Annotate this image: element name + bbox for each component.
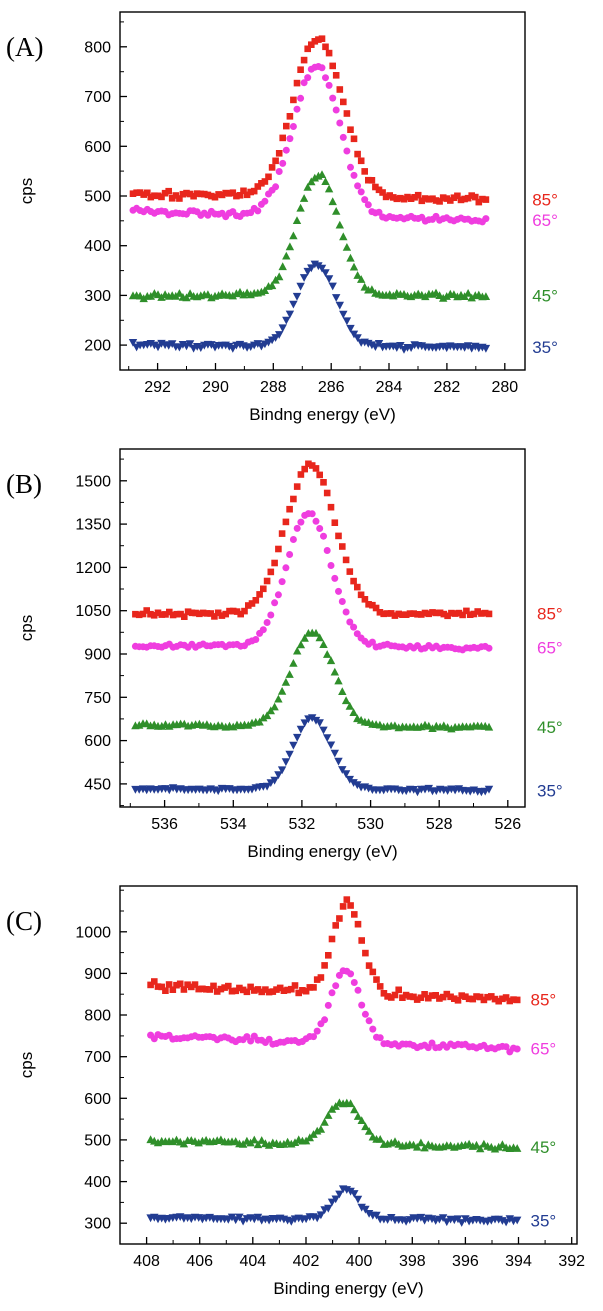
svg-text:400: 400 bbox=[84, 238, 111, 255]
svg-text:280: 280 bbox=[491, 379, 518, 396]
svg-text:65°: 65° bbox=[531, 1039, 557, 1058]
svg-text:700: 700 bbox=[84, 89, 111, 106]
svg-text:530: 530 bbox=[357, 816, 384, 833]
svg-text:600: 600 bbox=[84, 1091, 111, 1108]
svg-text:526: 526 bbox=[494, 816, 521, 833]
svg-text:450: 450 bbox=[84, 776, 111, 793]
svg-text:300: 300 bbox=[84, 1216, 111, 1233]
svg-text:528: 528 bbox=[426, 816, 453, 833]
svg-text:cps: cps bbox=[17, 615, 36, 641]
svg-text:Bindng energy (eV): Bindng energy (eV) bbox=[249, 405, 395, 424]
chart-panel-b: 536 534 532 530 528 526 450 600 750 900 1050 1200 13… bbox=[17, 448, 563, 861]
panel-a: (A) 292 290 288 286 284 282 280 200 300 400 500 600… bbox=[0, 0, 603, 437]
svg-text:400: 400 bbox=[84, 1174, 111, 1191]
chart-panel-c: 408 406 404 402 400 398 396 394 392 300 400 500 600 7… bbox=[17, 885, 585, 1298]
svg-text:1500: 1500 bbox=[75, 473, 111, 490]
svg-text:45°: 45° bbox=[537, 718, 563, 737]
svg-text:65°: 65° bbox=[537, 639, 563, 658]
svg-text:85°: 85° bbox=[532, 191, 558, 210]
svg-text:282: 282 bbox=[434, 379, 461, 396]
svg-text:35°: 35° bbox=[531, 1211, 557, 1230]
svg-text:500: 500 bbox=[84, 189, 111, 206]
svg-text:408: 408 bbox=[133, 1253, 160, 1270]
svg-text:532: 532 bbox=[289, 816, 316, 833]
svg-text:750: 750 bbox=[84, 690, 111, 707]
svg-text:286: 286 bbox=[318, 379, 345, 396]
svg-text:396: 396 bbox=[452, 1253, 479, 1270]
svg-text:1200: 1200 bbox=[75, 560, 111, 577]
svg-text:400: 400 bbox=[346, 1253, 373, 1270]
svg-text:700: 700 bbox=[84, 1049, 111, 1066]
svg-text:35°: 35° bbox=[532, 338, 558, 357]
svg-text:404: 404 bbox=[239, 1253, 266, 1270]
svg-text:cps: cps bbox=[17, 178, 36, 204]
svg-text:45°: 45° bbox=[532, 286, 558, 305]
svg-text:Binding energy (eV): Binding energy (eV) bbox=[273, 1279, 423, 1298]
svg-text:534: 534 bbox=[220, 816, 247, 833]
svg-text:284: 284 bbox=[376, 379, 403, 396]
svg-text:800: 800 bbox=[84, 1008, 111, 1025]
svg-text:394: 394 bbox=[505, 1253, 532, 1270]
svg-text:392: 392 bbox=[558, 1253, 585, 1270]
panel-b-label: (B) bbox=[6, 469, 42, 499]
svg-text:292: 292 bbox=[144, 379, 171, 396]
svg-text:Binding energy (eV): Binding energy (eV) bbox=[247, 842, 397, 861]
panel-b: (B) 536 534 532 530 528 526 450 600 750 900 1050 12… bbox=[0, 437, 603, 874]
svg-text:cps: cps bbox=[17, 1052, 36, 1078]
svg-text:300: 300 bbox=[84, 288, 111, 305]
svg-text:600: 600 bbox=[84, 733, 111, 750]
chart-panel-a: 292 290 288 286 284 282 280 200 300 400 500 600 700 8… bbox=[17, 11, 558, 424]
panel-c-label: (C) bbox=[6, 906, 42, 936]
svg-text:290: 290 bbox=[202, 379, 229, 396]
svg-text:85°: 85° bbox=[531, 991, 557, 1010]
svg-text:536: 536 bbox=[151, 816, 178, 833]
panel-c: (C) 408 406 404 402 400 398 396 394 392 300 400 500… bbox=[0, 874, 603, 1311]
svg-text:85°: 85° bbox=[537, 605, 563, 624]
svg-text:402: 402 bbox=[293, 1253, 320, 1270]
svg-text:500: 500 bbox=[84, 1132, 111, 1149]
svg-text:900: 900 bbox=[84, 647, 111, 664]
svg-text:600: 600 bbox=[84, 139, 111, 156]
svg-text:45°: 45° bbox=[531, 1138, 557, 1157]
svg-text:800: 800 bbox=[84, 39, 111, 56]
panel-a-label: (A) bbox=[6, 32, 44, 62]
svg-text:1000: 1000 bbox=[75, 924, 111, 941]
svg-text:288: 288 bbox=[260, 379, 287, 396]
svg-text:900: 900 bbox=[84, 966, 111, 983]
svg-text:406: 406 bbox=[186, 1253, 213, 1270]
svg-text:1350: 1350 bbox=[75, 517, 111, 534]
svg-text:35°: 35° bbox=[537, 781, 563, 800]
svg-text:65°: 65° bbox=[532, 211, 558, 230]
svg-text:1050: 1050 bbox=[75, 603, 111, 620]
svg-text:398: 398 bbox=[399, 1253, 426, 1270]
svg-text:200: 200 bbox=[84, 338, 111, 355]
